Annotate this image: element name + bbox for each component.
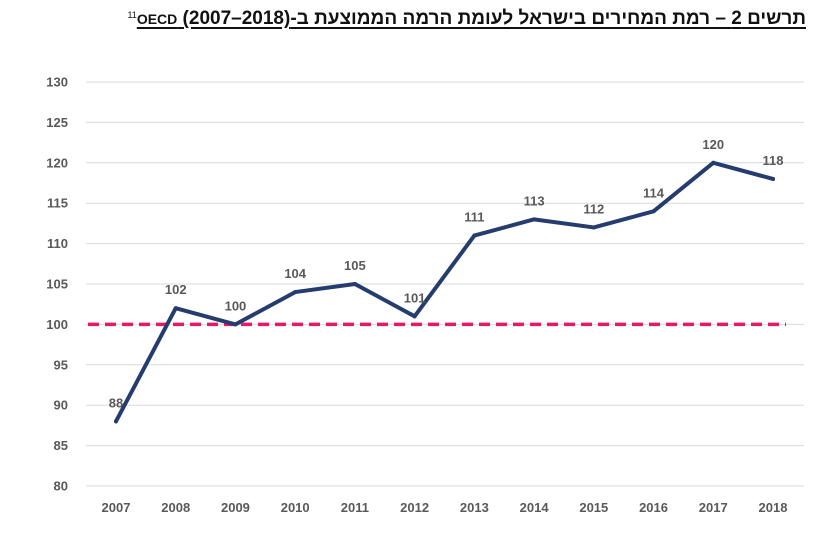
y-tick-label: 120 xyxy=(46,155,68,170)
data-label: 104 xyxy=(284,266,306,281)
chart-title: תרשים 2 – רמת המחירים בישראל לעומת הרמה … xyxy=(20,8,806,38)
data-point xyxy=(233,322,238,327)
x-tick-label: 2012 xyxy=(400,500,429,515)
x-tick-label: 2008 xyxy=(161,500,190,515)
data-point xyxy=(532,217,537,222)
data-point xyxy=(412,314,417,319)
x-tick-label: 2016 xyxy=(639,500,668,515)
data-point xyxy=(352,282,357,286)
data-label: 118 xyxy=(763,153,784,168)
data-point xyxy=(711,160,716,165)
data-point xyxy=(472,233,477,238)
data-label: 120 xyxy=(702,137,724,152)
data-label: 101 xyxy=(404,290,426,305)
y-tick-label: 85 xyxy=(54,438,68,453)
y-tick-label: 105 xyxy=(46,277,68,292)
data-label: 111 xyxy=(464,210,484,225)
y-tick-label: 100 xyxy=(46,317,68,332)
y-tick-label: 115 xyxy=(47,196,68,211)
data-point xyxy=(173,306,178,311)
series-line-israel xyxy=(114,160,775,424)
x-tick-label: 2014 xyxy=(520,500,550,515)
data-label: 113 xyxy=(524,193,545,208)
x-tick-label: 2018 xyxy=(759,500,788,515)
x-tick-label: 2015 xyxy=(579,500,608,515)
y-tick-label: 125 xyxy=(46,115,68,130)
data-point xyxy=(293,290,298,295)
y-tick-label: 90 xyxy=(54,398,68,413)
y-tick-label: 130 xyxy=(46,75,68,90)
data-label: 88 xyxy=(109,395,123,410)
data-point xyxy=(651,209,656,214)
data-label: 112 xyxy=(583,201,604,216)
x-tick-label: 2010 xyxy=(281,500,310,515)
x-tick-label: 2017 xyxy=(699,500,728,515)
chart-title-oecd: OECD xyxy=(136,11,178,27)
footnote-marker: 11 xyxy=(127,9,137,20)
data-label: 114 xyxy=(643,185,665,200)
y-tick-label: 80 xyxy=(54,479,68,494)
x-tick-label: 2011 xyxy=(341,500,369,515)
data-label: 100 xyxy=(225,298,247,313)
data-label: 102 xyxy=(165,282,187,297)
y-tick-label: 110 xyxy=(47,236,68,251)
data-point xyxy=(114,419,118,424)
x-tick-label: 2009 xyxy=(221,500,250,515)
data-label: 105 xyxy=(344,258,366,273)
chart-title-years: (2007–2018) xyxy=(182,8,291,29)
x-tick-label: 2013 xyxy=(460,500,489,515)
x-tick-label: 2007 xyxy=(102,500,131,515)
chart-title-text: תרשים 2 – רמת המחירים בישראל לעומת הרמה … xyxy=(136,8,806,29)
data-point xyxy=(591,225,596,230)
data-point xyxy=(771,176,775,181)
y-tick-label: 95 xyxy=(54,357,68,372)
